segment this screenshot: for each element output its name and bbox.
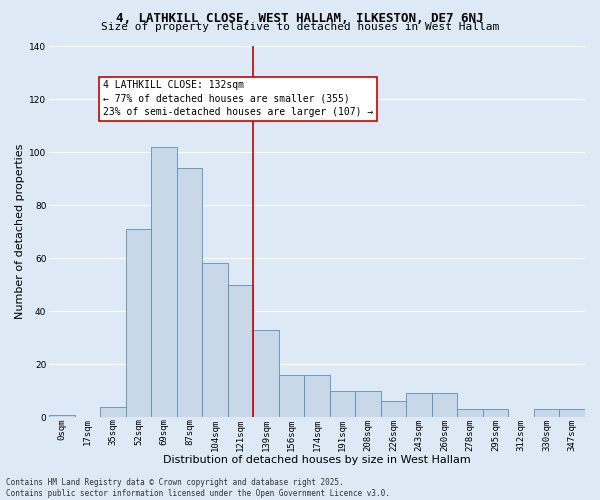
Bar [279, 375, 304, 417]
Bar [126, 229, 151, 417]
Text: Contains HM Land Registry data © Crown copyright and database right 2025.
Contai: Contains HM Land Registry data © Crown c… [6, 478, 390, 498]
Y-axis label: Number of detached properties: Number of detached properties [15, 144, 25, 320]
Bar [457, 409, 483, 417]
Bar [202, 264, 228, 417]
Bar [432, 394, 457, 417]
Bar [381, 402, 406, 417]
Text: 4, LATHKILL CLOSE, WEST HALLAM, ILKESTON, DE7 6NJ: 4, LATHKILL CLOSE, WEST HALLAM, ILKESTON… [116, 12, 484, 26]
Bar [100, 406, 126, 417]
Bar [355, 390, 381, 417]
Bar [253, 330, 279, 417]
Bar [49, 414, 75, 417]
Bar [330, 390, 355, 417]
Bar [483, 409, 508, 417]
Bar [151, 147, 177, 417]
Text: Size of property relative to detached houses in West Hallam: Size of property relative to detached ho… [101, 22, 499, 32]
Bar [559, 409, 585, 417]
Bar [406, 394, 432, 417]
Bar [228, 284, 253, 417]
Text: 4 LATHKILL CLOSE: 132sqm
← 77% of detached houses are smaller (355)
23% of semi-: 4 LATHKILL CLOSE: 132sqm ← 77% of detach… [103, 80, 373, 117]
X-axis label: Distribution of detached houses by size in West Hallam: Distribution of detached houses by size … [163, 455, 471, 465]
Bar [177, 168, 202, 417]
Bar [304, 375, 330, 417]
Bar [534, 409, 559, 417]
